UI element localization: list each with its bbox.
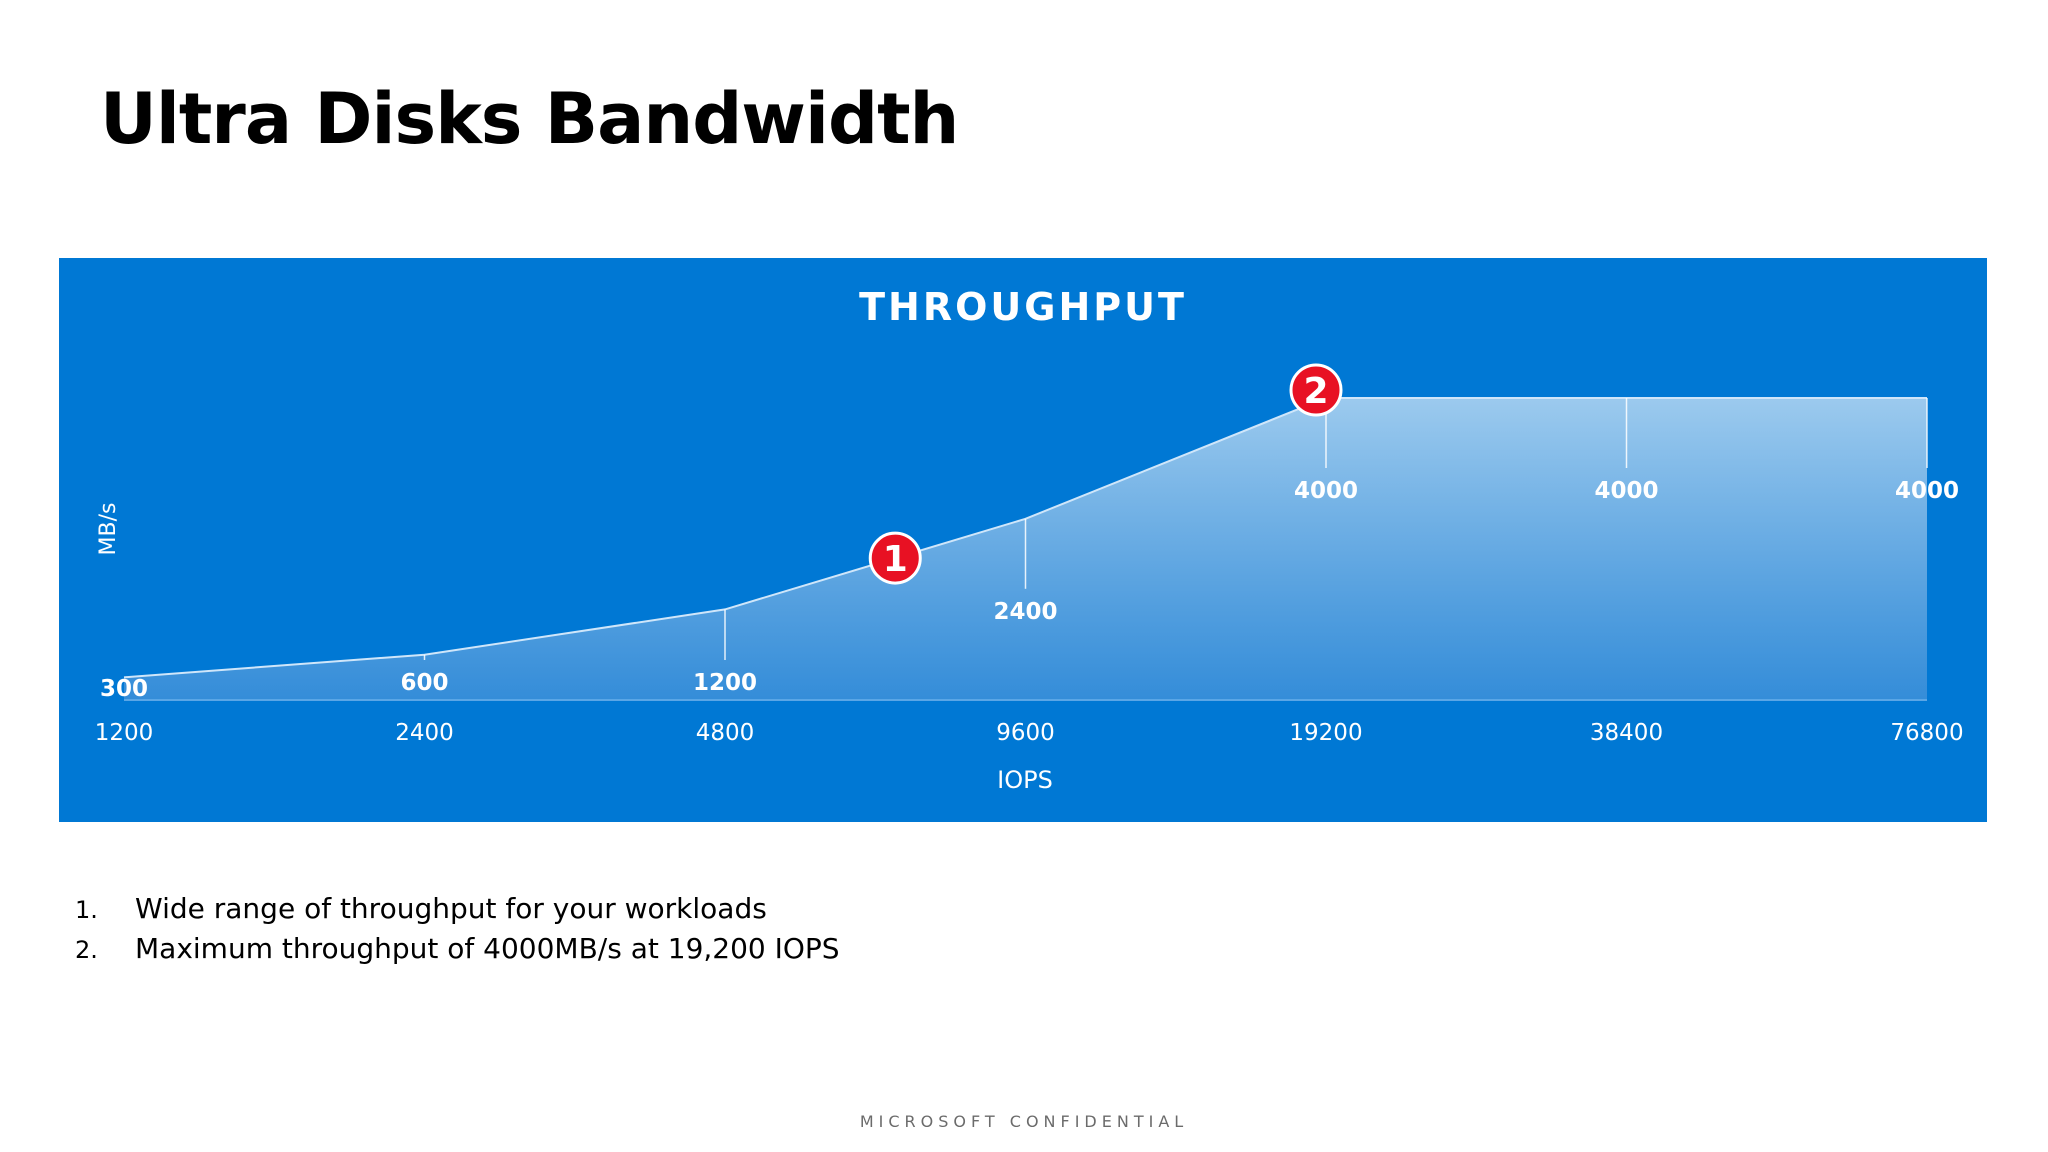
x-tick-label: 76800 [1890, 720, 1963, 746]
x-tick-label: 9600 [996, 720, 1055, 746]
annotation-marker [1289, 363, 1343, 417]
chart-title: THROUGHPUT [859, 285, 1187, 329]
note-item: 1. Wide range of throughput for your wor… [75, 892, 840, 932]
note-item: 2. Maximum throughput of 4000MB/s at 19,… [75, 932, 840, 972]
note-text: Wide range of throughput for your worklo… [135, 892, 767, 925]
note-text: Maximum throughput of 4000MB/s at 19,200… [135, 932, 840, 965]
data-label: 300 [100, 676, 148, 702]
x-tick-label: 19200 [1289, 720, 1362, 746]
footer-confidential: MICROSOFT CONFIDENTIAL [859, 1112, 1189, 1131]
annotation-marker [868, 531, 922, 585]
note-number: 2. [75, 936, 98, 964]
data-label: 600 [400, 670, 448, 696]
data-label: 1200 [693, 670, 757, 696]
chart-panel: THROUGHPUT MB/s IOPS 300 1200 600 2400 1200 4… [59, 258, 1987, 822]
x-axis-label: IOPS [997, 766, 1053, 794]
x-tick-label: 1200 [95, 720, 154, 746]
data-label: 4000 [1294, 478, 1358, 504]
annotation-number: 2 [1303, 371, 1328, 412]
data-label: 4000 [1594, 478, 1658, 504]
x-tick-label: 2400 [395, 720, 454, 746]
data-label: 4000 [1895, 478, 1959, 504]
data-label: 2400 [993, 599, 1057, 625]
x-tick-label: 38400 [1590, 720, 1663, 746]
note-number: 1. [75, 896, 98, 924]
notes-list: 1. Wide range of throughput for your wor… [75, 892, 840, 972]
x-tick-label: 4800 [696, 720, 755, 746]
slide-title: Ultra Disks Bandwidth [100, 78, 959, 160]
y-axis-label: MB/s [96, 503, 121, 556]
throughput-chart: THROUGHPUT MB/s IOPS 300 1200 600 2400 1200 4… [95, 285, 1964, 794]
annotation-number: 1 [883, 539, 908, 580]
